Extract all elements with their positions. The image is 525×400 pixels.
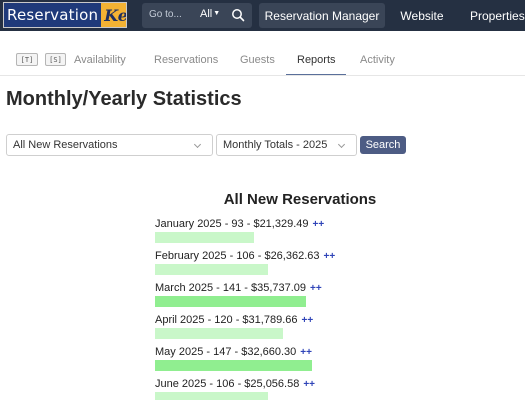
stat-line: June 2025 - 106 - $25,056.58 ++ (155, 378, 315, 390)
stat-label: May 2025 - 147 - $32,660.30 (155, 346, 297, 358)
search-icon[interactable] (231, 8, 245, 22)
top-navbar: Reservation Key Go to... All▼ Reservatio… (0, 0, 525, 31)
logo-text-reservation: Reservation (4, 3, 102, 27)
report-range-select[interactable]: Monthly Totals - 2025 (216, 134, 357, 156)
stat-label: June 2025 - 106 - $25,056.58 (155, 378, 300, 390)
report-range-value: Monthly Totals - 2025 (223, 139, 328, 151)
stat-line: April 2025 - 120 - $31,789.66 ++ (155, 314, 313, 326)
search-scope-dropdown[interactable]: All▼ (200, 8, 220, 20)
stat-label: February 2025 - 106 - $26,362.63 (155, 250, 320, 262)
expand-details-link[interactable]: ++ (323, 251, 336, 262)
stat-bar (155, 392, 268, 400)
chevron-down-icon (337, 140, 346, 149)
stat-label: January 2025 - 93 - $21,329.49 (155, 218, 309, 230)
expand-details-link[interactable]: ++ (303, 379, 316, 390)
caret-down-icon: ▼ (213, 10, 221, 17)
shortcut-s-badge[interactable]: [S] (45, 53, 66, 66)
section-tabs: [T] [S] Availability Reservations Guests… (0, 44, 525, 76)
stat-label: March 2025 - 141 - $35,737.09 (155, 282, 307, 294)
stat-line: May 2025 - 147 - $32,660.30 ++ (155, 346, 312, 358)
stat-bar (155, 360, 312, 371)
report-type-select[interactable]: All New Reservations (6, 134, 213, 156)
search-button[interactable]: Search (360, 136, 406, 154)
stat-line: March 2025 - 141 - $35,737.09 ++ (155, 282, 322, 294)
tab-activity[interactable]: Activity (360, 54, 395, 66)
tabs-divider (0, 75, 525, 76)
tab-guests[interactable]: Guests (240, 54, 275, 66)
expand-details-link[interactable]: ++ (301, 315, 314, 326)
report-type-value: All New Reservations (13, 139, 118, 151)
nav-website[interactable]: Website (400, 8, 444, 23)
tab-reservations[interactable]: Reservations (154, 54, 219, 66)
search-scope-label: All (200, 8, 213, 20)
stat-bar (155, 264, 268, 275)
chevron-down-icon (193, 140, 202, 149)
expand-details-link[interactable]: ++ (312, 219, 325, 230)
logo-text-key: Key (101, 3, 126, 27)
stat-line: January 2025 - 93 - $21,329.49 ++ (155, 218, 324, 230)
page-title: Monthly/Yearly Statistics (6, 88, 242, 110)
nav-reservation-manager[interactable]: Reservation Manager (259, 3, 385, 28)
tab-reports[interactable]: Reports (297, 54, 336, 66)
stat-line: February 2025 - 106 - $26,362.63 ++ (155, 250, 335, 262)
goto-search-box[interactable]: Go to... All▼ (142, 3, 252, 28)
expand-details-link[interactable]: ++ (300, 347, 312, 358)
reservation-key-logo[interactable]: Reservation Key (3, 2, 127, 28)
nav-properties[interactable]: Properties (470, 8, 525, 23)
stat-bar (155, 232, 254, 243)
search-input[interactable]: Go to... (149, 9, 182, 20)
stat-bar (155, 328, 283, 339)
tab-availability[interactable]: Availability (74, 54, 126, 66)
expand-details-link[interactable]: ++ (310, 283, 322, 294)
shortcut-t-badge[interactable]: [T] (16, 53, 38, 66)
stat-label: April 2025 - 120 - $31,789.66 (155, 314, 298, 326)
stat-bar (155, 296, 306, 307)
report-heading: All New Reservations (223, 191, 377, 208)
